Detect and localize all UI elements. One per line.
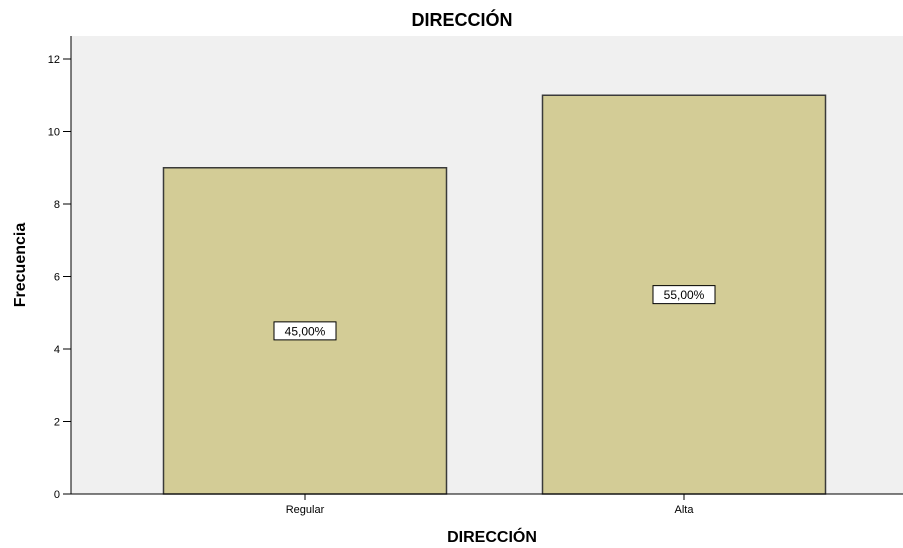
data-label-box — [273, 321, 337, 341]
x-axis-title: DIRECCIÓN — [447, 527, 537, 546]
y-tick-label: 0 — [54, 489, 60, 501]
x-tick-label: Alta — [675, 504, 695, 516]
y-ticks-group: 0 2 4 6 8 10 12 — [48, 54, 71, 501]
y-tick-label: 4 — [54, 344, 60, 356]
x-ticks-group: Regular Alta — [286, 494, 695, 516]
y-tick-label: 12 — [48, 54, 60, 66]
y-tick-label: 8 — [54, 199, 60, 211]
y-tick-label: 2 — [54, 417, 60, 429]
data-label-box — [652, 285, 716, 305]
chart-title: DIRECCIÓN — [411, 9, 512, 30]
data-label: 55,00% — [664, 288, 705, 302]
x-tick-label: Regular — [286, 504, 325, 516]
y-tick-label: 6 — [54, 272, 60, 284]
data-label: 45,00% — [285, 324, 326, 338]
data-labels-group: 45,00% 55,00% — [273, 285, 716, 341]
y-axis-title: Frecuencia — [12, 223, 29, 308]
y-tick-label: 10 — [48, 127, 60, 139]
